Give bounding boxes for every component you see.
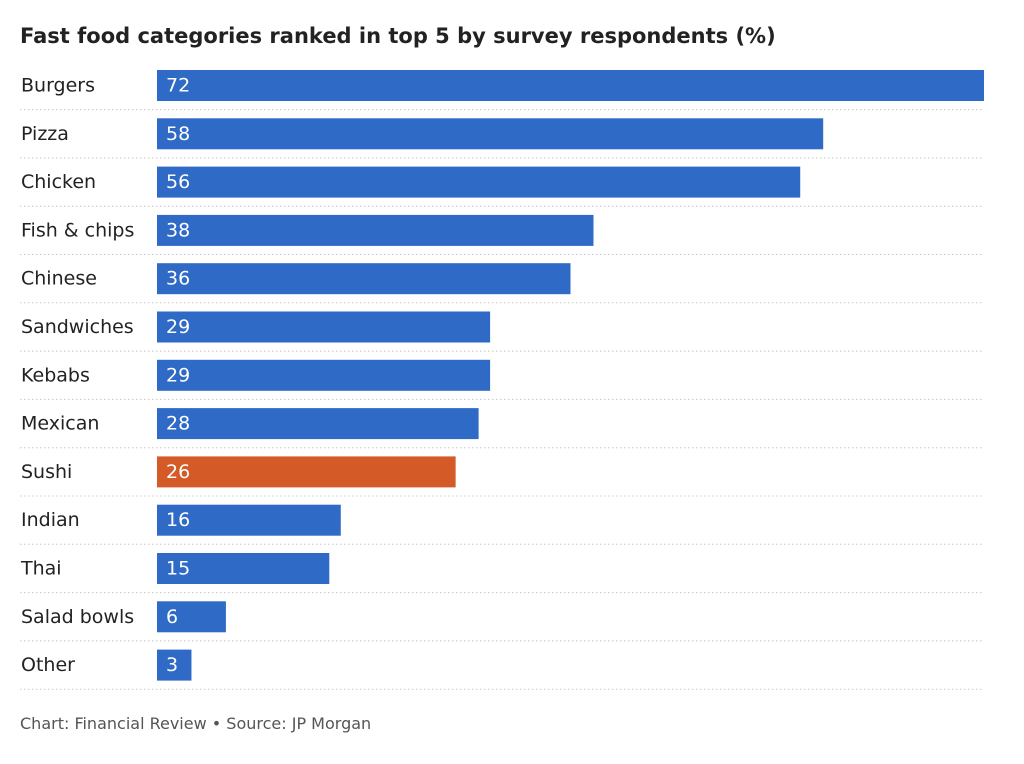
bar	[157, 118, 824, 150]
chart-source-footer: Chart: Financial Review • Source: JP Mor…	[20, 714, 372, 733]
bar	[157, 649, 192, 681]
bar-value-label: 56	[166, 171, 190, 193]
bar	[157, 601, 226, 633]
bar-value-label: 38	[166, 219, 190, 241]
bar	[157, 70, 984, 101]
bar	[157, 263, 571, 295]
category-label: Thai	[20, 558, 62, 580]
bar	[157, 408, 479, 440]
chart-title: Fast food categories ranked in top 5 by …	[20, 24, 776, 48]
category-label: Chicken	[21, 171, 96, 193]
bar	[157, 456, 456, 488]
bar-value-label: 36	[166, 268, 190, 290]
category-label: Sushi	[21, 461, 72, 483]
bar-value-label: 15	[166, 558, 190, 580]
bar	[157, 553, 330, 584]
category-label: Sandwiches	[21, 316, 134, 338]
category-label: Kebabs	[21, 364, 90, 386]
category-label: Fish & chips	[21, 219, 134, 241]
bar-value-label: 6	[166, 606, 178, 628]
bar-chart: Burgers 72 Pizza 58 Chicken 56 Fish & chips 38 C…	[20, 70, 984, 690]
bar	[157, 214, 594, 246]
bar-value-label: 16	[166, 509, 190, 531]
category-label: Indian	[21, 509, 80, 531]
bar-value-label: 3	[166, 654, 178, 676]
bar-value-label: 58	[166, 123, 190, 145]
category-label: Chinese	[21, 268, 97, 290]
bar-value-label: 29	[166, 316, 190, 338]
category-label: Other	[21, 654, 75, 676]
bar	[157, 359, 491, 391]
bar-value-label: 29	[166, 364, 190, 386]
bar	[157, 166, 801, 198]
category-label: Mexican	[21, 413, 99, 435]
bar-value-label: 28	[166, 413, 190, 435]
category-label: Pizza	[21, 123, 69, 145]
bar	[157, 311, 491, 343]
bar-value-label: 72	[166, 75, 190, 97]
bar-value-label: 26	[166, 461, 190, 483]
bar	[157, 504, 341, 536]
category-label: Burgers	[21, 75, 95, 97]
category-label: Salad bowls	[21, 606, 134, 628]
